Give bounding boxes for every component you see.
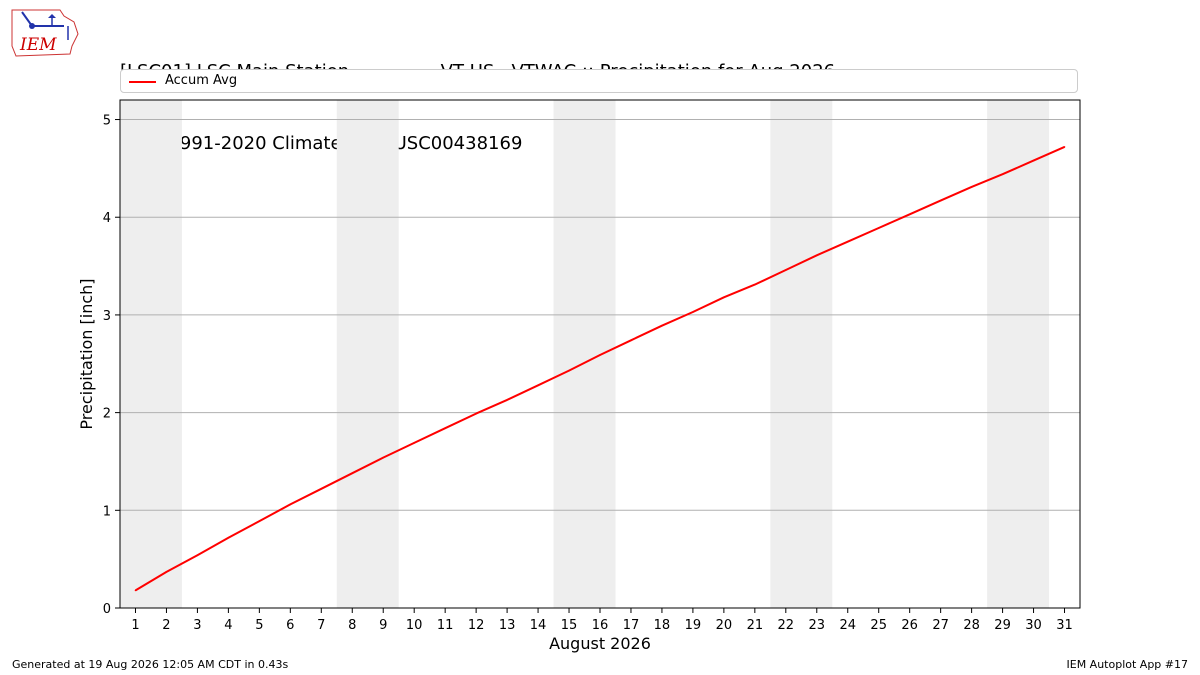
- data-point-1: [134, 589, 137, 592]
- legend-swatch: [129, 81, 156, 83]
- data-point-2: [165, 571, 168, 573]
- x-tick-label-30: 30: [1025, 618, 1042, 633]
- y-tick-label-3: 3: [103, 309, 111, 324]
- y-tick-label-0: 0: [103, 602, 111, 617]
- x-tick-label-20: 20: [716, 618, 733, 633]
- iem-logo-text: IEM: [19, 35, 57, 55]
- x-tick-label-2: 2: [162, 618, 170, 633]
- y-tick-label-5: 5: [103, 114, 111, 129]
- x-tick-label-23: 23: [809, 618, 826, 633]
- app-credit: IEM Autoplot App #17: [1066, 658, 1189, 671]
- data-point-24: [846, 240, 849, 243]
- data-point-15: [568, 369, 570, 372]
- data-point-18: [661, 324, 663, 327]
- x-tick-label-18: 18: [654, 618, 671, 633]
- data-point-25: [877, 227, 880, 229]
- x-tick-label-25: 25: [870, 618, 887, 633]
- x-tick-label-6: 6: [286, 618, 294, 633]
- data-point-13: [506, 399, 508, 401]
- data-point-10: [413, 442, 415, 444]
- x-tick-label-3: 3: [193, 618, 201, 633]
- y-axis-label: Precipitation [inch]: [77, 278, 96, 429]
- data-point-11: [444, 427, 446, 430]
- data-point-30: [1032, 159, 1035, 162]
- data-point-17: [630, 339, 632, 342]
- data-point-29: [1001, 173, 1004, 176]
- x-tick-label-7: 7: [317, 618, 325, 633]
- data-point-21: [754, 283, 756, 286]
- legend-label: Accum Avg: [165, 73, 238, 88]
- x-tick-label-12: 12: [468, 618, 485, 633]
- x-tick-label-4: 4: [224, 618, 232, 633]
- x-tick-label-1: 1: [131, 618, 139, 633]
- x-tick-label-13: 13: [499, 618, 516, 633]
- legend: Accum Avg: [120, 69, 1078, 93]
- data-point-3: [196, 554, 199, 557]
- weekend-shade-1: [336, 100, 399, 608]
- generated-timestamp: Generated at 19 Aug 2026 12:05 AM CDT in…: [12, 658, 289, 671]
- x-tick-label-24: 24: [839, 618, 856, 633]
- y-tick-label-1: 1: [103, 504, 111, 519]
- data-point-5: [258, 520, 261, 522]
- data-point-16: [599, 354, 601, 356]
- iem-logo-icon: IEM: [11, 9, 79, 57]
- x-tick-label-5: 5: [255, 618, 263, 633]
- x-tick-label-16: 16: [592, 618, 609, 633]
- x-tick-label-17: 17: [623, 618, 640, 633]
- data-point-4: [227, 536, 230, 539]
- x-axis-label: August 2026: [549, 634, 651, 653]
- data-point-23: [815, 254, 818, 257]
- data-point-28: [970, 186, 973, 188]
- x-tick-label-21: 21: [747, 618, 764, 633]
- x-tick-label-10: 10: [406, 618, 423, 633]
- x-tick-label-27: 27: [932, 618, 949, 633]
- x-tick-label-8: 8: [348, 618, 356, 633]
- data-point-31: [1063, 146, 1066, 148]
- data-point-27: [939, 199, 942, 202]
- data-point-8: [351, 472, 354, 474]
- data-point-20: [723, 296, 725, 299]
- x-tick-label-26: 26: [901, 618, 918, 633]
- data-point-26: [908, 213, 911, 216]
- x-tick-label-14: 14: [530, 618, 547, 633]
- x-tick-label-11: 11: [437, 618, 454, 633]
- weekend-shade-4: [987, 100, 1050, 608]
- x-tick-label-31: 31: [1056, 618, 1073, 633]
- weekend-shade-0: [120, 100, 182, 608]
- x-tick-label-28: 28: [963, 618, 980, 633]
- data-point-9: [382, 456, 385, 459]
- data-point-19: [692, 311, 694, 313]
- y-tick-label-4: 4: [103, 211, 111, 226]
- x-tick-label-15: 15: [561, 618, 578, 633]
- x-tick-label-22: 22: [778, 618, 795, 633]
- data-point-14: [537, 384, 539, 387]
- x-tick-label-29: 29: [994, 618, 1011, 633]
- data-point-12: [475, 412, 477, 415]
- weekend-shade-3: [770, 100, 833, 608]
- data-point-6: [289, 503, 292, 506]
- y-tick-label-2: 2: [103, 407, 111, 422]
- x-tick-label-9: 9: [379, 618, 387, 633]
- data-point-7: [320, 488, 323, 490]
- data-point-22: [785, 269, 787, 271]
- weekend-shade-2: [553, 100, 616, 608]
- x-tick-label-19: 19: [685, 618, 702, 633]
